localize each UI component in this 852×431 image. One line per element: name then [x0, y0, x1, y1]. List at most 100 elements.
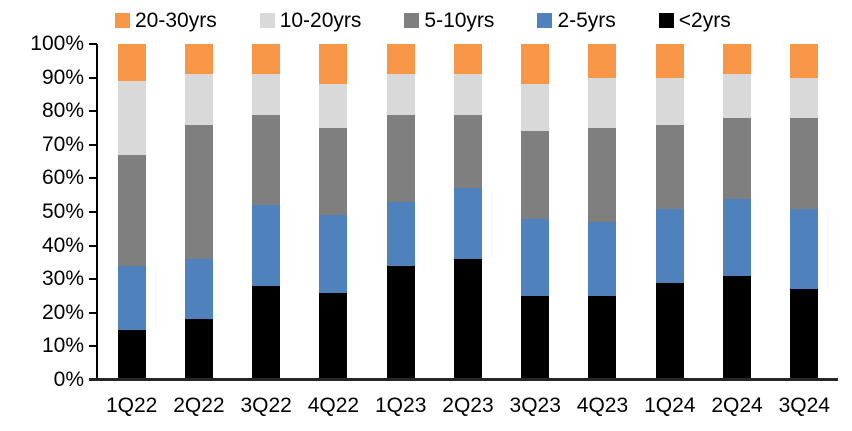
- bar-segment-20-30yrs-2Q24: [723, 44, 752, 75]
- y-axis-tick-label: 90%: [41, 65, 84, 89]
- legend-label: 2-5yrs: [557, 9, 616, 32]
- bar-slot-1Q24: [636, 44, 703, 380]
- bar-slot-4Q23: [569, 44, 636, 380]
- x-axis-labels: 1Q22 2Q22 3Q22 4Q22 1Q23 2Q23 3Q23 4Q23 1Q24 2Q24…: [98, 393, 838, 418]
- bar-segment-10-20yrs-2Q24: [723, 74, 752, 118]
- y-axis-tick-label: 0%: [53, 368, 84, 391]
- bar-segment-20-30yrs-3Q22: [252, 44, 281, 75]
- legend-label: 10-20yrs: [279, 9, 362, 32]
- y-axis-tick: [89, 311, 97, 314]
- bar-segment-5-10yrs-2Q22: [184, 124, 213, 260]
- y-axis-tick: [89, 76, 97, 79]
- bar-segment-<2yrs-2Q22: [184, 319, 213, 380]
- legend-label: <2yrs: [678, 9, 731, 32]
- y-axis-tick: [89, 43, 97, 45]
- legend-swatch-icon: [259, 13, 275, 29]
- y-axis-tick: [89, 211, 97, 213]
- legend-item-2: 5-10yrs: [404, 9, 494, 32]
- bar-segment-20-30yrs-1Q24: [655, 44, 684, 78]
- bar-segment-10-20yrs-2Q22: [184, 74, 213, 125]
- bar-segment-5-10yrs-3Q22: [252, 114, 281, 206]
- y-axis-tick-label: 100%: [30, 32, 84, 55]
- y-axis-tick: [89, 143, 97, 146]
- bar-segment-2-5yrs-1Q22: [117, 265, 146, 330]
- stacked-bar-1Q23: [386, 44, 415, 380]
- bar-segment-10-20yrs-3Q22: [252, 74, 281, 115]
- bar-segment-10-20yrs-2Q23: [453, 74, 482, 115]
- bar-segment-20-30yrs-4Q22: [319, 44, 348, 85]
- legend-item-3: 2-5yrs: [537, 9, 616, 32]
- bar-segment-5-10yrs-3Q24: [790, 117, 819, 209]
- legend-swatch-icon: [115, 13, 130, 29]
- bar-slot-2Q24: [703, 44, 770, 380]
- bar-slot-1Q23: [367, 44, 434, 380]
- bar-segment-2-5yrs-2Q23: [453, 188, 482, 259]
- bar-segment-10-20yrs-1Q23: [386, 74, 415, 115]
- bar-segment-<2yrs-4Q23: [588, 295, 617, 380]
- bar-segment-10-20yrs-3Q24: [790, 77, 819, 118]
- stacked-bar-3Q24: [790, 44, 819, 380]
- y-axis-tick-label: 70%: [41, 132, 84, 156]
- bar-segment-<2yrs-2Q23: [453, 259, 482, 380]
- chart-legend: 20-30yrs 10-20yrs 5-10yrs 2-5yrs <2yrs: [115, 9, 731, 32]
- bar-slot-1Q22: [98, 44, 165, 380]
- bar-segment-20-30yrs-2Q22: [184, 44, 213, 75]
- y-axis-tick-label: 40%: [41, 233, 84, 257]
- bar-slot-4Q22: [300, 44, 367, 380]
- legend-swatch-icon: [658, 13, 674, 29]
- bar-slot-3Q24: [771, 44, 838, 380]
- stacked-bar-2Q24: [723, 44, 752, 380]
- bar-segment-10-20yrs-4Q23: [588, 77, 617, 128]
- legend-label: 20-30yrs: [135, 9, 217, 32]
- bar-segment-<2yrs-2Q24: [723, 275, 752, 380]
- y-axis-tick-label: 80%: [41, 99, 84, 123]
- bar-segment-<2yrs-1Q22: [117, 329, 146, 380]
- y-axis-tick-label: 50%: [41, 200, 84, 223]
- bar-segment-2-5yrs-3Q24: [790, 208, 819, 290]
- stacked-bar-2Q22: [184, 44, 213, 380]
- bar-segment-10-20yrs-1Q22: [117, 80, 146, 155]
- bar-segment-<2yrs-3Q23: [521, 295, 550, 380]
- stacked-bar-4Q22: [319, 44, 348, 380]
- bar-segment-20-30yrs-3Q23: [521, 44, 550, 85]
- legend-item-0: 20-30yrs: [115, 9, 217, 32]
- y-axis-tick: [89, 278, 97, 281]
- stacked-bar-3Q22: [252, 44, 281, 380]
- x-axis-label-3Q24: 3Q24: [778, 394, 830, 417]
- legend-swatch-icon: [537, 13, 553, 29]
- stacked-bar-3Q23: [521, 44, 550, 380]
- x-axis-label-1Q24: 1Q24: [644, 394, 696, 417]
- y-axis-tick-label: 30%: [41, 267, 84, 291]
- y-axis-tick: [89, 244, 97, 247]
- bar-segment-5-10yrs-3Q23: [521, 131, 550, 219]
- bar-segment-2-5yrs-3Q22: [252, 205, 281, 286]
- legend-item-4: <2yrs: [658, 9, 731, 32]
- bar-segment-20-30yrs-3Q24: [790, 44, 819, 78]
- bar-slot-3Q22: [233, 44, 300, 380]
- bar-segment-5-10yrs-1Q24: [655, 124, 684, 209]
- x-axis-label-4Q23: 4Q23: [576, 394, 629, 417]
- x-axis-label-3Q22: 3Q22: [240, 394, 292, 417]
- stacked-bar-1Q24: [655, 44, 684, 380]
- bar-segment-5-10yrs-2Q23: [453, 114, 482, 189]
- bar-slot-3Q23: [502, 44, 569, 380]
- stacked-bar-2Q23: [453, 44, 482, 380]
- x-axis-line: [89, 378, 838, 381]
- bar-segment-<2yrs-1Q24: [655, 282, 684, 380]
- bar-segment-20-30yrs-2Q23: [453, 44, 482, 75]
- bar-segment-10-20yrs-3Q23: [521, 84, 550, 132]
- y-axis-tick-label: 60%: [41, 166, 84, 190]
- bar-segment-2-5yrs-2Q22: [184, 259, 213, 320]
- legend-swatch-icon: [404, 13, 420, 29]
- x-axis-label-2Q24: 2Q24: [711, 394, 763, 417]
- y-axis-tick-label: 10%: [41, 334, 84, 358]
- bar-segment-10-20yrs-4Q22: [319, 84, 348, 128]
- x-axis-label-2Q22: 2Q22: [173, 394, 225, 417]
- bar-segment-5-10yrs-4Q23: [588, 127, 617, 223]
- bar-segment-20-30yrs-4Q23: [588, 44, 617, 78]
- bar-segment-5-10yrs-1Q23: [386, 114, 415, 202]
- bar-slot-2Q22: [165, 44, 232, 380]
- x-axis-label-1Q23: 1Q23: [375, 394, 427, 417]
- y-axis-tick: [89, 345, 97, 348]
